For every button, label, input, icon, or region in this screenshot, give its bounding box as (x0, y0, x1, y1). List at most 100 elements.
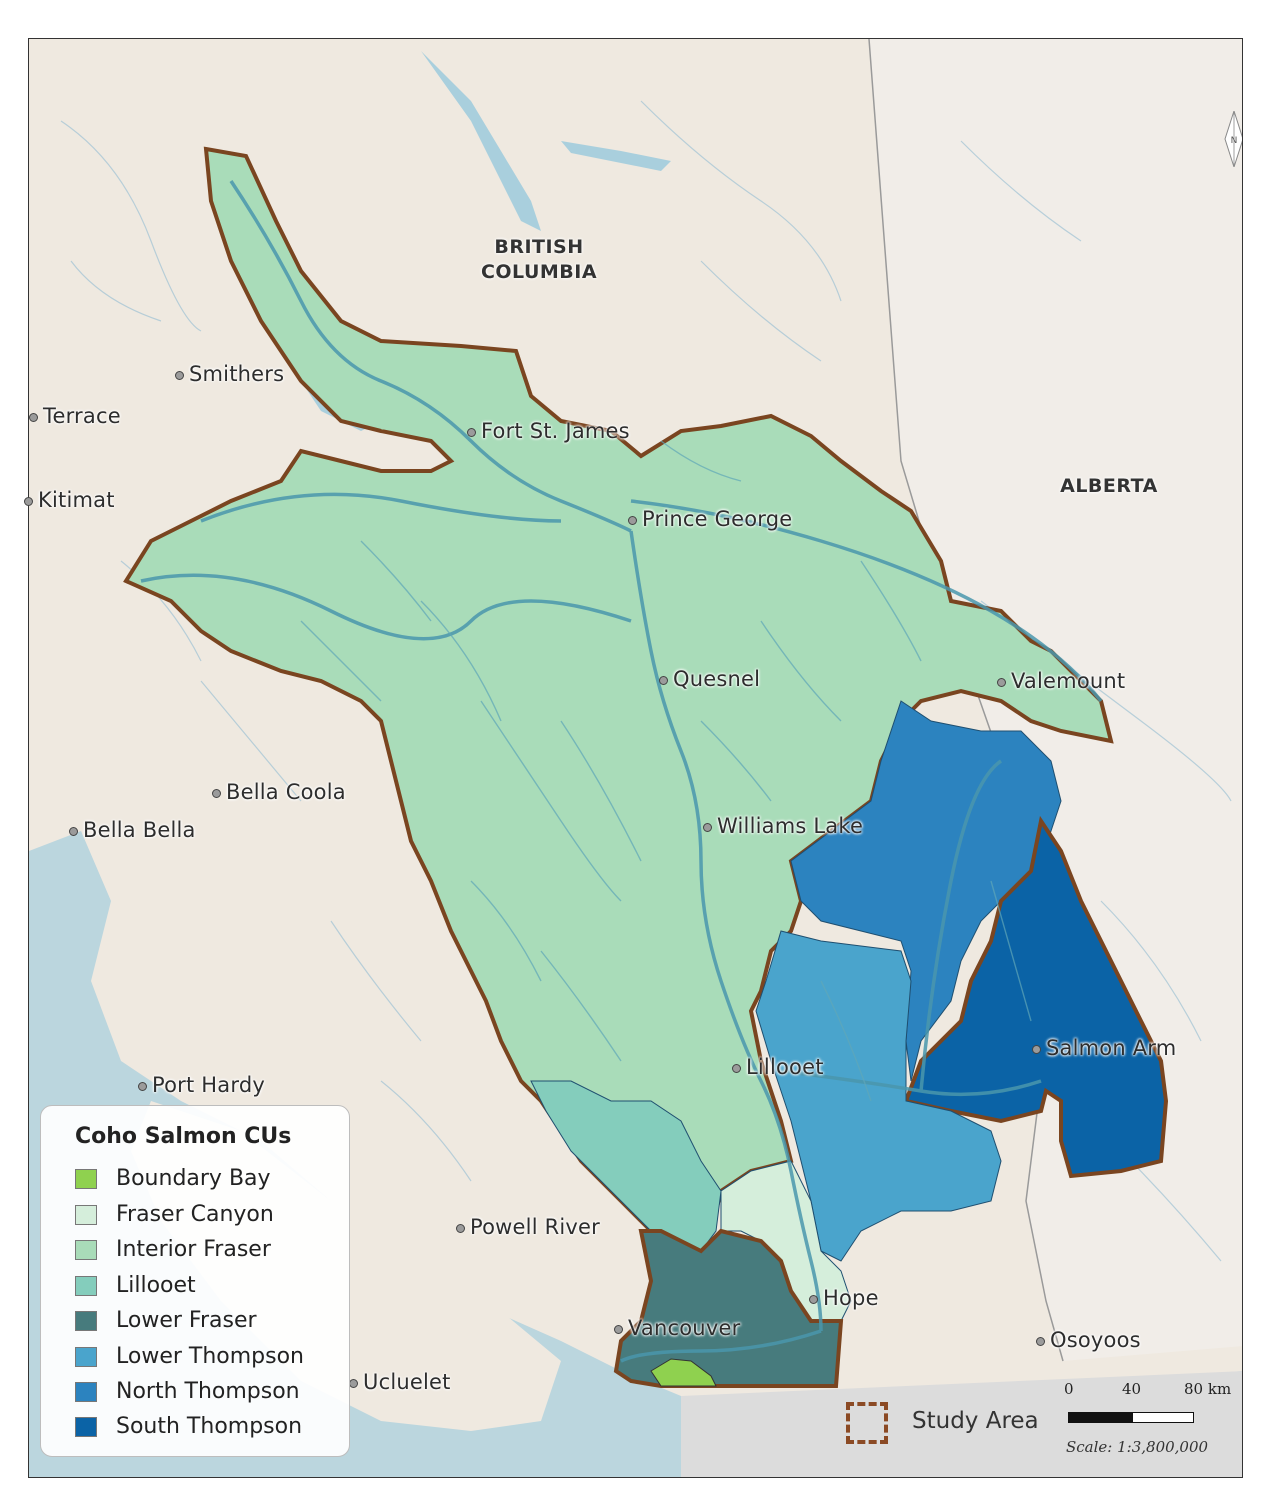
cu-north-thompson (790, 700, 1062, 1082)
scale-tick: 80 km (1184, 1380, 1232, 1398)
legend-label: Lower Fraser (116, 1308, 257, 1333)
scale-bar: 0 40 80 km Scale: 1:3,800,000 (1060, 1380, 1240, 1460)
city-label: Quesnel (673, 667, 761, 691)
city-dot-icon (175, 371, 184, 380)
city-ucluelet: Ucluelet (349, 1370, 451, 1394)
city-dot-icon (69, 827, 78, 836)
lake (561, 141, 671, 171)
city-label: Hope (823, 1286, 879, 1310)
city-label: Powell River (470, 1215, 601, 1239)
city-label: Bella Bella (83, 818, 196, 842)
scale-tick: 0 (1064, 1380, 1074, 1398)
legend-swatch (75, 1311, 97, 1331)
study-area-legend: Study Area (846, 1402, 1246, 1452)
city-osoyoos: Osoyoos (1036, 1328, 1141, 1352)
city-dot-icon (456, 1224, 465, 1233)
scale-text: Scale: 1:3,800,000 (1066, 1438, 1209, 1456)
city-kitimat: Kitimat (24, 488, 115, 512)
legend-label: Interior Fraser (116, 1237, 271, 1262)
legend-label: Boundary Bay (116, 1166, 271, 1191)
scale-segment-dark (1068, 1412, 1133, 1423)
city-label: Fort St. James (481, 419, 630, 443)
city-dot-icon (349, 1379, 358, 1388)
city-dot-icon (29, 413, 38, 422)
city-dot-icon (997, 678, 1006, 687)
city-williams-lake: Williams Lake (703, 814, 864, 838)
study-area-label: Study Area (912, 1408, 1039, 1434)
city-dot-icon (659, 676, 668, 685)
north-arrow-icon: N (1224, 111, 1242, 167)
legend-swatch (75, 1240, 97, 1260)
legend-swatch (75, 1382, 97, 1402)
north-letter: N (1231, 136, 1238, 146)
city-port-hardy: Port Hardy (138, 1073, 265, 1097)
cu-lower-fraser (613, 1228, 844, 1388)
legend-label: North Thompson (116, 1379, 300, 1404)
fraser-rivers (140, 180, 1103, 1363)
city-fort-st-james: Fort St. James (467, 419, 630, 443)
city-dot-icon (467, 428, 476, 437)
cu-lillooet (530, 1080, 722, 1252)
city-lillooet: Lillooet (732, 1055, 824, 1079)
cu-interior-fraser (123, 146, 1114, 1254)
city-dot-icon (809, 1295, 818, 1304)
us-land (681, 1371, 1242, 1477)
city-dot-icon (1036, 1337, 1045, 1346)
scale-tick: 40 (1122, 1380, 1142, 1398)
city-dot-icon (628, 516, 637, 525)
city-dot-icon (24, 497, 33, 506)
city-terrace: Terrace (29, 404, 121, 428)
city-smithers: Smithers (175, 362, 285, 386)
scale-segment-light (1132, 1412, 1194, 1423)
study-area-icon (846, 1402, 888, 1444)
city-prince-george: Prince George (628, 507, 793, 531)
city-label: Kitimat (38, 488, 115, 512)
city-dot-icon (1032, 1045, 1041, 1054)
legend-label: South Thompson (116, 1414, 303, 1439)
tributary-streams (300, 440, 1032, 1102)
cu-south-thompson (903, 815, 1169, 1179)
city-dot-icon (703, 823, 712, 832)
city-bella-bella: Bella Bella (69, 818, 196, 842)
city-salmon-arm: Salmon Arm (1032, 1036, 1177, 1060)
city-dot-icon (212, 789, 221, 798)
region-label-bc: BRITISH COLUMBIA (469, 235, 609, 285)
legend-swatch (75, 1169, 97, 1189)
city-label: Osoyoos (1050, 1328, 1141, 1352)
city-label: Terrace (43, 404, 121, 428)
city-label: Prince George (642, 507, 793, 531)
city-dot-icon (614, 1325, 623, 1334)
region-label-alberta: ALBERTA (1060, 475, 1158, 497)
legend-swatch (75, 1276, 97, 1296)
legend-label: Fraser Canyon (116, 1202, 274, 1227)
legend-label: Lower Thompson (116, 1344, 304, 1369)
city-bella-coola: Bella Coola (212, 780, 346, 804)
city-vancouver: Vancouver (614, 1316, 741, 1340)
legend-swatch (75, 1417, 97, 1437)
lake (421, 51, 541, 231)
city-label: Ucluelet (363, 1370, 451, 1394)
city-powell-river: Powell River (456, 1215, 601, 1239)
legend-title: Coho Salmon CUs (75, 1124, 292, 1149)
city-dot-icon (138, 1082, 147, 1091)
region-label-line: COLUMBIA (480, 261, 598, 283)
city-label: Vancouver (628, 1316, 741, 1340)
city-label: Williams Lake (717, 814, 864, 838)
legend-swatch (75, 1347, 97, 1367)
region-label-line: BRITISH (494, 236, 584, 258)
city-label: Salmon Arm (1046, 1036, 1177, 1060)
city-hope: Hope (809, 1286, 879, 1310)
cu-boundary-bay (650, 1358, 717, 1387)
city-label: Lillooet (746, 1055, 824, 1079)
city-label: Smithers (189, 362, 285, 386)
city-label: Bella Coola (226, 780, 346, 804)
legend-swatch (75, 1205, 97, 1225)
cu-lower-thompson (755, 930, 1002, 1262)
city-quesnel: Quesnel (659, 667, 761, 691)
legend-label: Lillooet (116, 1273, 196, 1298)
city-label: Valemount (1011, 669, 1126, 693)
city-dot-icon (732, 1064, 741, 1073)
city-label: Port Hardy (152, 1073, 265, 1097)
map-legend: Coho Salmon CUs Boundary Bay Fraser Cany… (40, 1105, 350, 1457)
city-valemount: Valemount (997, 669, 1126, 693)
